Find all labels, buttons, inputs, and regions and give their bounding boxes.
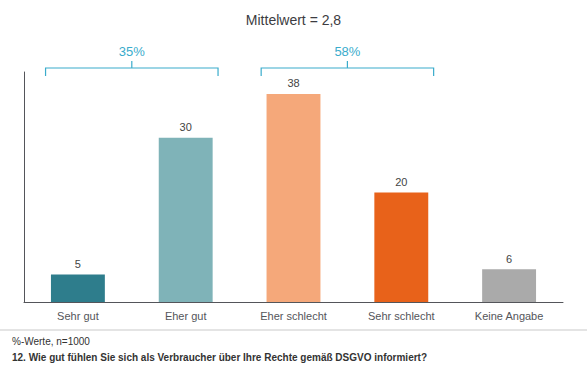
- svg-text:38: 38: [287, 77, 299, 89]
- svg-text:58%: 58%: [334, 44, 360, 59]
- svg-text:Sehr schlecht: Sehr schlecht: [368, 310, 435, 322]
- svg-text:Keine Angabe: Keine Angabe: [475, 310, 544, 322]
- svg-text:6: 6: [506, 253, 512, 265]
- svg-text:30: 30: [180, 121, 192, 133]
- svg-text:5: 5: [75, 258, 81, 270]
- svg-text:Sehr gut: Sehr gut: [57, 310, 99, 322]
- svg-text:12. Wie gut fühlen Sie sich al: 12. Wie gut fühlen Sie sich als Verbrauc…: [12, 352, 427, 363]
- svg-text:Mittelwert = 2,8: Mittelwert = 2,8: [246, 12, 342, 28]
- svg-text:%-Werte, n=1000: %-Werte, n=1000: [12, 336, 90, 347]
- svg-text:20: 20: [395, 176, 407, 188]
- svg-text:Eher schlecht: Eher schlecht: [260, 310, 327, 322]
- svg-text:35%: 35%: [119, 44, 145, 59]
- svg-text:Eher gut: Eher gut: [165, 310, 207, 322]
